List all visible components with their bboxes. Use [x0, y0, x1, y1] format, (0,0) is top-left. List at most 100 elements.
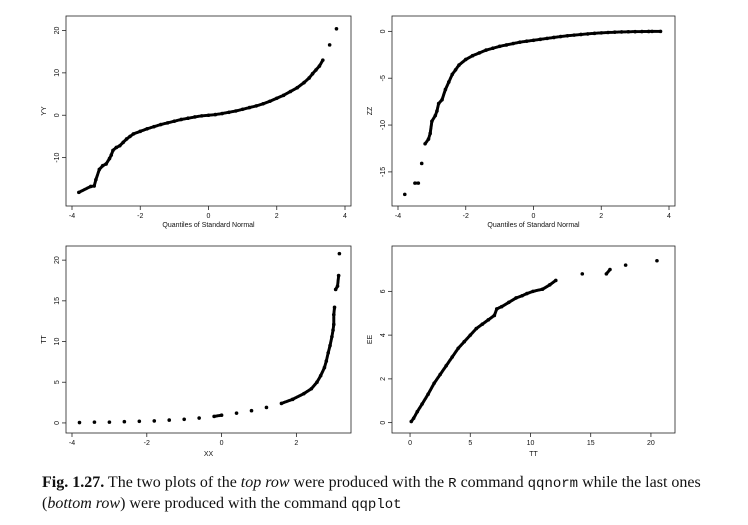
- data-point-fill: [322, 367, 326, 371]
- x-tick-label: 0: [220, 440, 224, 447]
- data-point-fill: [611, 30, 615, 34]
- data-point-fill: [463, 58, 467, 62]
- data-point-fill: [109, 154, 113, 158]
- data-point-fill: [232, 109, 236, 113]
- data-point-fill: [496, 45, 500, 49]
- caption-text-2: were produced with the: [289, 474, 449, 491]
- y-tick-label: 20: [54, 256, 61, 264]
- data-point-fill: [97, 169, 101, 173]
- data-point-fill: [498, 305, 502, 309]
- data-point-fill: [253, 104, 257, 108]
- data-point-fill: [218, 413, 222, 417]
- data-point-fill: [94, 179, 98, 183]
- data-point: [197, 416, 201, 420]
- x-axis-label: Quantiles of Standard Normal: [162, 222, 255, 229]
- data-point-fill: [607, 269, 611, 273]
- data-point-fill: [446, 81, 450, 85]
- caption-qqplot: qqplot: [351, 497, 402, 513]
- data-point-fill: [107, 158, 111, 162]
- data-point-fill: [435, 110, 439, 114]
- y-tick-label: 10: [54, 69, 61, 77]
- data-point-fill: [260, 102, 264, 106]
- data-point-fill: [657, 29, 661, 33]
- data-point-fill: [645, 29, 649, 33]
- x-tick-label: 4: [667, 213, 671, 220]
- data-point-fill: [550, 36, 554, 40]
- data-point-fill: [530, 38, 534, 42]
- x-tick-label: 2: [275, 213, 279, 220]
- y-tick-label: 0: [380, 29, 387, 33]
- data-point: [337, 251, 342, 256]
- x-tick-label: 0: [408, 440, 412, 447]
- data-point: [264, 405, 269, 410]
- x-tick-label: 0: [532, 213, 536, 220]
- data-point-fill: [476, 51, 480, 55]
- x-tick-label: 0: [207, 213, 211, 220]
- data-point-fill: [537, 38, 541, 42]
- data-point-fill: [411, 417, 415, 421]
- data-point: [182, 417, 186, 422]
- data-point-fill: [648, 29, 652, 33]
- data-point-fill: [274, 97, 278, 101]
- data-point-fill: [137, 130, 141, 134]
- data-point-fill: [519, 294, 523, 298]
- data-point-fill: [469, 54, 473, 58]
- data-point-fill: [433, 115, 437, 119]
- data-point: [107, 420, 112, 424]
- data-point-fill: [212, 113, 216, 117]
- data-point-fill: [317, 65, 321, 69]
- x-axis-label: Quantiles of Standard Normal: [487, 222, 580, 229]
- data-point-fill: [625, 30, 629, 34]
- data-point-fill: [578, 33, 582, 37]
- data-point-fill: [331, 329, 335, 333]
- x-axis-label: XX: [204, 451, 214, 458]
- x-tick-label: 15: [587, 440, 595, 447]
- y-tick-label: 0: [54, 113, 61, 117]
- data-point-fill: [320, 59, 324, 63]
- data-point: [152, 419, 157, 423]
- caption-text-4: while the last ones (: [42, 474, 701, 512]
- x-tick-label: -2: [463, 213, 469, 220]
- data-point-fill: [425, 393, 429, 397]
- data-point-fill: [598, 31, 602, 35]
- data-point-fill: [267, 100, 271, 104]
- data-point-fill: [426, 138, 430, 142]
- data-point: [402, 192, 407, 197]
- data-point: [234, 411, 239, 415]
- plot-frame: [65, 15, 352, 207]
- y-tick-label: 10: [54, 338, 61, 346]
- x-tick-label: -4: [69, 440, 75, 447]
- plot-frame: [391, 15, 676, 207]
- y-tick-label: 4: [380, 333, 387, 337]
- data-point-fill: [449, 356, 453, 360]
- data-point-fill: [332, 314, 336, 318]
- data-point-fill: [113, 146, 117, 150]
- data-point-fill: [524, 292, 528, 296]
- data-point-fill: [144, 127, 148, 131]
- data-point-fill: [503, 43, 507, 47]
- plot-qqnorm-zz: -4 -2 0 2 4 -15 -10 -5 0 Quantiles of Standard No…: [367, 15, 676, 229]
- data-point-fill: [111, 150, 115, 154]
- y-tick-label: -15: [380, 167, 387, 177]
- data-point-fill: [443, 89, 447, 93]
- data-point-fill: [124, 138, 128, 142]
- y-tick-label: 0: [380, 421, 387, 425]
- caption-qqnorm: qqnorm: [527, 476, 579, 492]
- data-point-fill: [455, 347, 459, 351]
- data-point-fill: [430, 121, 434, 125]
- data-point-fill: [130, 133, 134, 137]
- plot-frame: [391, 245, 676, 434]
- data-point-fill: [335, 285, 339, 289]
- x-axis-label: TT: [529, 451, 538, 458]
- data-point: [92, 420, 97, 424]
- data-point-fill: [489, 47, 493, 51]
- data-point: [249, 408, 254, 413]
- data-point-fill: [591, 31, 595, 35]
- data-point-fill: [415, 181, 419, 185]
- data-point-fill: [584, 32, 588, 36]
- data-point: [580, 272, 585, 276]
- data-point-fill: [157, 123, 161, 127]
- x-tick-label: -4: [69, 213, 75, 220]
